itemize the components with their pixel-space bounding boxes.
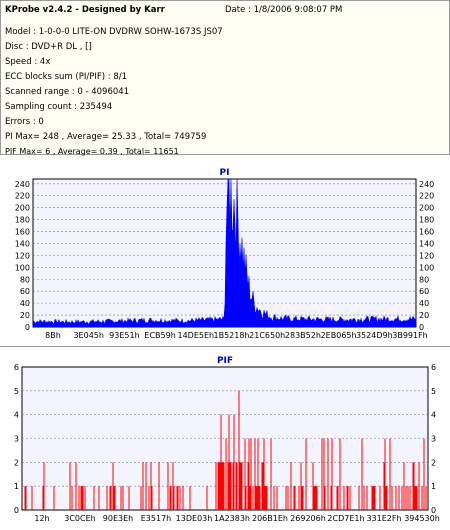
pif-ytick-left: 3 bbox=[14, 435, 19, 444]
pif-xtick-label: 331E2Fh bbox=[366, 514, 401, 523]
pif-ytick-right: 0 bbox=[431, 506, 436, 515]
model-line: Model : 1-0-0-0 LITE-ON DVDRW SOHW-1673S… bbox=[5, 27, 223, 37]
scan-date: Date : 1/8/2006 9:08:07 PM bbox=[225, 5, 343, 15]
pi-ytick-left: 20 bbox=[20, 311, 30, 320]
ecc-line: ECC blocks sum (PI/PIF) : 8/1 bbox=[5, 72, 128, 82]
range-line: Scanned range : 0 - 4096041 bbox=[5, 87, 130, 97]
pi-ytick-left: 200 bbox=[15, 204, 30, 213]
pi-ytick-right: 180 bbox=[419, 216, 434, 225]
pi-xtick-label: 3524D9h bbox=[356, 331, 393, 340]
pi-ytick-right: 20 bbox=[419, 311, 429, 320]
pi-chart-title: PI bbox=[220, 168, 230, 178]
pif-ytick-left: 1 bbox=[14, 482, 19, 491]
pi-ytick-right: 40 bbox=[419, 299, 429, 308]
pif-xtick-label: 2CD7E1h bbox=[327, 514, 364, 523]
pi-xtick-label: 1B5218h bbox=[213, 331, 249, 340]
pi-chart-panel: PI 0 0 20 20 40 40 60 60 80 80 100 100 120 120 140 140 16… bbox=[0, 157, 450, 341]
pi-ytick-right: 240 bbox=[419, 180, 434, 189]
pi-ytick-right: 200 bbox=[419, 204, 434, 213]
info-panel: KProbe v2.4.2 - Designed by Karr Date : … bbox=[0, 0, 450, 156]
pif-xtick-label: 12h bbox=[34, 514, 49, 523]
app-title: KProbe v2.4.2 - Designed by Karr bbox=[5, 5, 165, 15]
pif-xtick-label: E3517h bbox=[141, 514, 171, 523]
pi-ytick-right: 0 bbox=[419, 323, 424, 332]
pi-ytick-left: 40 bbox=[20, 299, 30, 308]
pif-xtick-label: 394530h bbox=[404, 514, 440, 523]
pif-xtick-label: 269206h bbox=[290, 514, 326, 523]
pif-ytick-right: 5 bbox=[431, 387, 436, 396]
pi-ytick-right: 160 bbox=[419, 228, 434, 237]
pi-ytick-left: 120 bbox=[15, 251, 30, 260]
pi-ytick-right: 120 bbox=[419, 251, 434, 260]
pi-xtick-label: 283B52h bbox=[285, 331, 321, 340]
pi-ytick-left: 220 bbox=[15, 192, 30, 201]
pif-ytick-right: 4 bbox=[431, 411, 436, 420]
pi-ytick-right: 220 bbox=[419, 192, 434, 201]
pif-chart: PIF 0 0 1 1 2 2 3 3 4 4 5 5 6 6 12h 3C0CEh 90E3Eh E3517h 13… bbox=[14, 356, 440, 523]
pi-ytick-right: 80 bbox=[419, 275, 429, 284]
pi-xtick-label: 3E045h bbox=[73, 331, 103, 340]
pi-ytick-left: 140 bbox=[15, 239, 30, 248]
pi-ytick-left: 0 bbox=[25, 323, 30, 332]
pi-ytick-left: 80 bbox=[20, 275, 30, 284]
pif-stats-line: PIF Max= 6 , Average= 0.39 , Total= 1165… bbox=[5, 147, 179, 156]
pi-xtick-label: 21C650h bbox=[249, 331, 285, 340]
pi-ytick-left: 60 bbox=[20, 287, 30, 296]
pi-xtick-label: ECB59h bbox=[144, 331, 175, 340]
pi-ytick-right: 140 bbox=[419, 239, 434, 248]
pi-xtick-label: 8Bh bbox=[45, 331, 61, 340]
pif-ytick-right: 3 bbox=[431, 435, 436, 444]
pif-ytick-right: 1 bbox=[431, 482, 436, 491]
pi-chart: PI 0 0 20 20 40 40 60 60 80 80 100 100 120 120 140 140 16… bbox=[15, 168, 435, 340]
pif-ytick-right: 6 bbox=[431, 363, 436, 372]
pif-xtick-label: 1A2383h bbox=[214, 514, 250, 523]
pif-ytick-left: 2 bbox=[14, 458, 19, 467]
pif-ytick-right: 2 bbox=[431, 458, 436, 467]
pif-ytick-left: 0 bbox=[14, 506, 19, 515]
pi-ytick-right: 100 bbox=[419, 263, 434, 272]
pif-xtick-label: 90E3Eh bbox=[103, 514, 133, 523]
errors-line: Errors : 0 bbox=[5, 117, 44, 127]
pi-series-area bbox=[32, 178, 417, 328]
pi-xtick-label: 93E51h bbox=[109, 331, 139, 340]
pi-ytick-right: 60 bbox=[419, 287, 429, 296]
pif-plot-area bbox=[21, 366, 429, 511]
speed-line: Speed : 4x bbox=[5, 57, 51, 67]
pif-chart-title: PIF bbox=[217, 356, 233, 366]
pif-ytick-left: 6 bbox=[14, 363, 19, 372]
pif-xtick-label: 3C0CEh bbox=[64, 514, 95, 523]
pi-ytick-left: 160 bbox=[15, 228, 30, 237]
disc-line: Disc : DVD+R DL , [] bbox=[5, 42, 92, 52]
pif-ytick-left: 4 bbox=[14, 411, 19, 420]
pi-plot-area bbox=[32, 178, 417, 328]
pi-ytick-left: 180 bbox=[15, 216, 30, 225]
pi-xtick-label: 14DE5Eh bbox=[177, 331, 214, 340]
pif-chart-panel: PIF 0 0 1 1 2 2 3 3 4 4 5 5 6 6 12h 3C0CEh 90E3Eh E3517h 13… bbox=[0, 346, 450, 530]
pi-xtick-label: 3B991Fh bbox=[392, 331, 428, 340]
pif-xtick-label: 13DE03h bbox=[176, 514, 213, 523]
pi-xtick-label: 2EB065h bbox=[321, 331, 357, 340]
pi-ytick-left: 240 bbox=[15, 180, 30, 189]
pif-xtick-label: 206B1Eh bbox=[252, 514, 288, 523]
pi-ytick-left: 100 bbox=[15, 263, 30, 272]
pif-ytick-left: 5 bbox=[14, 387, 19, 396]
sampling-line: Sampling count : 235494 bbox=[5, 102, 113, 112]
pi-stats-line: PI Max= 248 , Average= 25.33 , Total= 74… bbox=[5, 132, 207, 142]
